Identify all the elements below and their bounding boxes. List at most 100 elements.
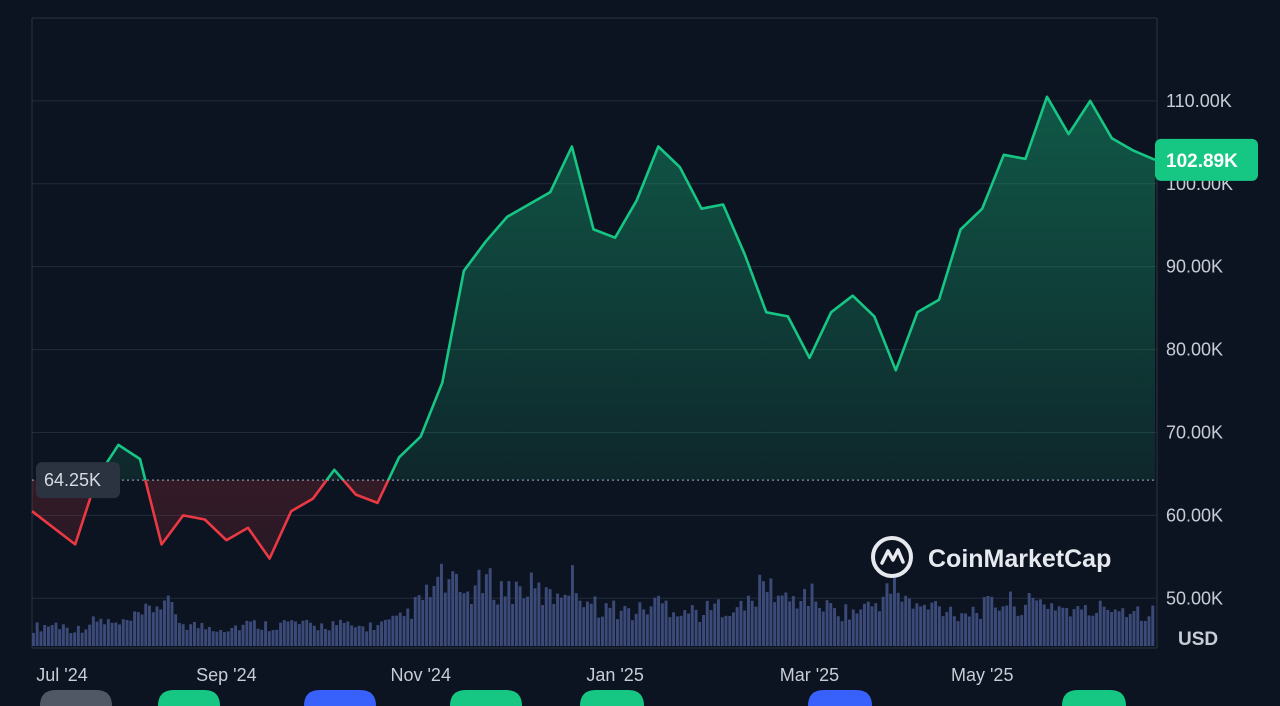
volume-bar (219, 630, 223, 646)
volume-bar (526, 596, 530, 646)
volume-bar (926, 609, 930, 646)
y-tick-label: 80.00K (1166, 340, 1223, 360)
event-marker-green[interactable] (1062, 690, 1126, 706)
currency-label: USD (1178, 629, 1218, 650)
volume-bar (758, 574, 762, 646)
volume-bar (776, 595, 780, 646)
volume-bar (91, 616, 95, 646)
volume-bar (207, 627, 211, 646)
volume-bar (788, 601, 792, 646)
volume-bar (350, 625, 354, 646)
volume-bar (937, 606, 941, 646)
volume-bar (159, 609, 163, 646)
event-marker-green[interactable] (580, 690, 644, 706)
volume-bar (619, 610, 623, 646)
volume-bar (398, 612, 402, 646)
x-tick-label: Jan '25 (586, 665, 643, 685)
volume-bar (54, 622, 58, 646)
volume-bar (335, 625, 339, 646)
event-marker-green[interactable] (158, 690, 220, 706)
y-tick-label: 50.00K (1166, 588, 1223, 608)
volume-bar (1102, 606, 1106, 646)
watermark-brand: CoinMarketCap (928, 545, 1111, 573)
event-marker-green[interactable] (450, 690, 522, 706)
baseline-label: 64.25K (44, 470, 101, 490)
y-tick-label: 60.00K (1166, 505, 1223, 525)
y-tick-label: 90.00K (1166, 257, 1223, 277)
volume-bar (941, 616, 945, 646)
volume-bar (129, 620, 133, 646)
volume-bar (316, 630, 320, 646)
volume-bar (39, 631, 43, 646)
volume-bar (1113, 609, 1117, 646)
volume-bar (301, 620, 305, 646)
volume-bar (675, 616, 679, 646)
volume-bar (1110, 612, 1114, 646)
volume-bar (956, 621, 960, 646)
area-below-baseline (32, 480, 389, 559)
volume-bar (346, 621, 350, 646)
volume-bar (1140, 620, 1143, 646)
volume-bar (1080, 609, 1084, 646)
volume-bar (885, 583, 889, 646)
volume-bar (878, 611, 881, 646)
volume-bar (529, 572, 533, 646)
volume-bar (960, 613, 964, 646)
volume-bar (522, 598, 526, 646)
volume-bar (1068, 616, 1072, 646)
volume-bar (425, 584, 429, 646)
volume-bar (170, 602, 174, 646)
volume-bar (649, 606, 653, 646)
volume-bar (1121, 608, 1125, 646)
volume-bar (765, 591, 769, 646)
volume-bar (458, 591, 462, 646)
volume-bar (645, 614, 649, 646)
volume-bar (294, 621, 297, 646)
volume-bar (447, 579, 451, 646)
volume-bar (421, 600, 425, 646)
volume-bar (964, 613, 968, 646)
volume-bar (900, 601, 904, 646)
volume-bar (484, 574, 488, 646)
volume-bar (604, 603, 608, 646)
volume-bar (690, 605, 694, 646)
watermark: CoinMarketCap (871, 536, 1111, 578)
event-marker-blue[interactable] (304, 690, 376, 706)
volume-bar (271, 630, 275, 646)
volume-bar (477, 569, 481, 646)
volume-bar (178, 623, 181, 646)
y-tick-label: 70.00K (1166, 422, 1223, 442)
volume-bar (1128, 614, 1132, 646)
volume-bar (125, 620, 129, 646)
volume-bar (806, 606, 810, 646)
volume-bar (61, 624, 65, 646)
volume-bar (818, 608, 822, 646)
volume-bar (660, 603, 664, 646)
volume-bar (410, 618, 414, 646)
volume-bar (705, 600, 709, 646)
volume-bar (773, 602, 777, 646)
volume-bar (106, 619, 110, 646)
volume-bar (451, 571, 455, 646)
volume-bar (249, 621, 253, 646)
event-marker-blue[interactable] (808, 690, 872, 706)
volume-bar (915, 603, 919, 646)
volume-bar (305, 619, 309, 646)
volume-bar (282, 620, 286, 646)
x-tick-label: Nov '24 (390, 665, 450, 685)
volume-bar (1050, 603, 1054, 646)
event-marker-gray[interactable] (40, 690, 112, 706)
volume-bar (443, 592, 447, 646)
volume-bar (436, 576, 440, 646)
volume-bar (799, 601, 803, 646)
volume-bar (241, 624, 245, 646)
volume-bar (582, 607, 586, 646)
volume-bar (290, 620, 294, 646)
volume-bar (103, 624, 107, 646)
volume-bar (814, 601, 818, 646)
volume-bar (930, 602, 934, 646)
volume-bar (492, 599, 496, 646)
volume-bar (919, 606, 923, 646)
volume-bar (84, 629, 88, 646)
